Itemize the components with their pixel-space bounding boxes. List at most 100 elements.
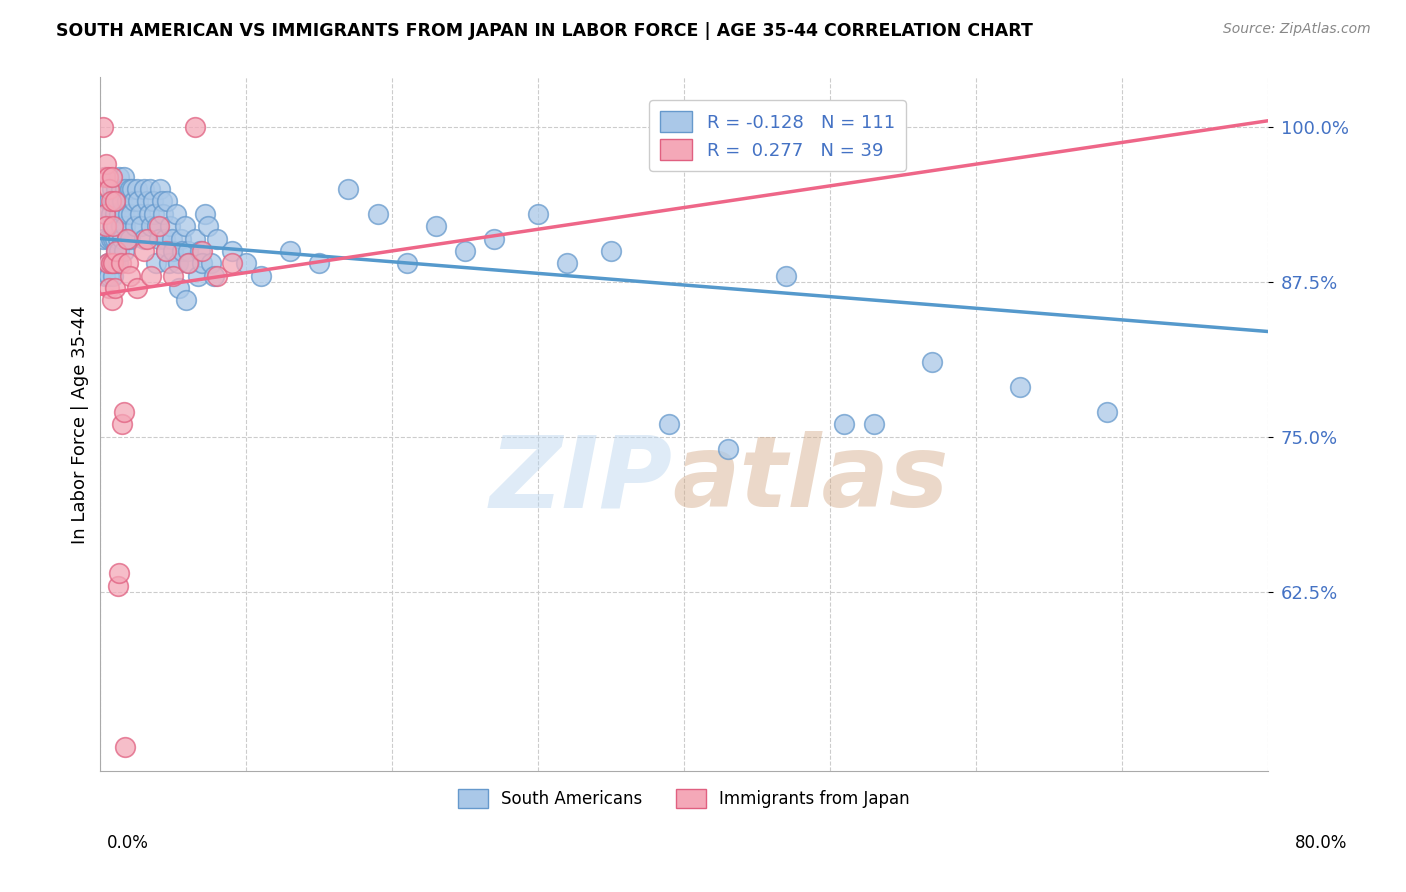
Point — [108, 207, 131, 221]
Point — [128, 207, 150, 221]
Point — [205, 268, 228, 283]
Point — [110, 256, 132, 270]
Point — [141, 219, 163, 234]
Point — [93, 207, 115, 221]
Point — [127, 194, 149, 209]
Point — [184, 120, 207, 134]
Point — [134, 244, 156, 258]
Text: 80.0%: 80.0% — [1295, 834, 1347, 852]
Point — [125, 281, 148, 295]
Point — [139, 182, 162, 196]
Point — [235, 256, 257, 270]
Text: atlas: atlas — [672, 432, 949, 528]
Point — [98, 194, 121, 209]
Point — [176, 293, 198, 308]
Point — [101, 182, 124, 196]
Point — [112, 207, 135, 221]
Point — [221, 256, 243, 270]
Point — [153, 231, 176, 245]
Point — [188, 244, 211, 258]
Point — [114, 182, 136, 196]
Point — [107, 578, 129, 592]
Point — [162, 244, 184, 258]
Point — [96, 219, 118, 234]
Point — [96, 157, 118, 171]
Point — [108, 169, 131, 184]
Point — [118, 268, 141, 283]
Point — [187, 268, 209, 283]
Point — [155, 244, 177, 258]
Point — [97, 169, 120, 184]
Point — [107, 194, 129, 209]
Point — [97, 256, 120, 270]
Point — [600, 244, 623, 258]
Point — [136, 231, 159, 245]
Point — [93, 169, 115, 184]
Point — [103, 231, 125, 245]
Point — [484, 231, 506, 245]
Point — [191, 256, 214, 270]
Point — [174, 219, 197, 234]
Point — [120, 207, 142, 221]
Point — [111, 417, 134, 432]
Point — [110, 182, 132, 196]
Point — [114, 219, 136, 234]
Point — [98, 281, 121, 295]
Point — [100, 256, 122, 270]
Point — [177, 244, 200, 258]
Point — [124, 219, 146, 234]
Point — [143, 207, 166, 221]
Point — [105, 219, 128, 234]
Point — [107, 256, 129, 270]
Point — [179, 256, 201, 270]
Text: Source: ZipAtlas.com: Source: ZipAtlas.com — [1223, 22, 1371, 37]
Point — [775, 268, 797, 283]
Point — [197, 219, 219, 234]
Point — [138, 207, 160, 221]
Point — [367, 207, 389, 221]
Point — [150, 194, 173, 209]
Point — [658, 417, 681, 432]
Point — [105, 244, 128, 258]
Point — [205, 231, 228, 245]
Point — [103, 256, 125, 270]
Point — [157, 256, 180, 270]
Legend: South Americans, Immigrants from Japan: South Americans, Immigrants from Japan — [451, 782, 917, 815]
Point — [103, 268, 125, 283]
Point — [862, 417, 884, 432]
Point — [170, 244, 193, 258]
Point — [110, 219, 132, 234]
Point — [112, 405, 135, 419]
Point — [105, 244, 128, 258]
Point — [121, 182, 143, 196]
Point — [100, 194, 122, 209]
Point — [148, 219, 170, 234]
Point — [184, 231, 207, 245]
Point — [91, 231, 114, 245]
Point — [111, 231, 134, 245]
Point — [107, 231, 129, 245]
Point — [104, 281, 127, 295]
Point — [115, 231, 138, 245]
Point — [1095, 405, 1118, 419]
Point — [142, 194, 165, 209]
Point — [114, 739, 136, 754]
Point — [160, 231, 183, 245]
Point — [136, 194, 159, 209]
Point — [101, 219, 124, 234]
Text: 0.0%: 0.0% — [107, 834, 149, 852]
Text: SOUTH AMERICAN VS IMMIGRANTS FROM JAPAN IN LABOR FORCE | AGE 35-44 CORRELATION C: SOUTH AMERICAN VS IMMIGRANTS FROM JAPAN … — [56, 22, 1033, 40]
Point — [125, 182, 148, 196]
Point — [91, 120, 114, 134]
Point — [141, 268, 163, 283]
Point — [202, 268, 225, 283]
Y-axis label: In Labor Force | Age 35-44: In Labor Force | Age 35-44 — [72, 305, 89, 544]
Point — [122, 194, 145, 209]
Point — [93, 169, 115, 184]
Point — [454, 244, 477, 258]
Point — [101, 293, 124, 308]
Point — [1008, 380, 1031, 394]
Point — [159, 219, 181, 234]
Point — [221, 244, 243, 258]
Point — [97, 231, 120, 245]
